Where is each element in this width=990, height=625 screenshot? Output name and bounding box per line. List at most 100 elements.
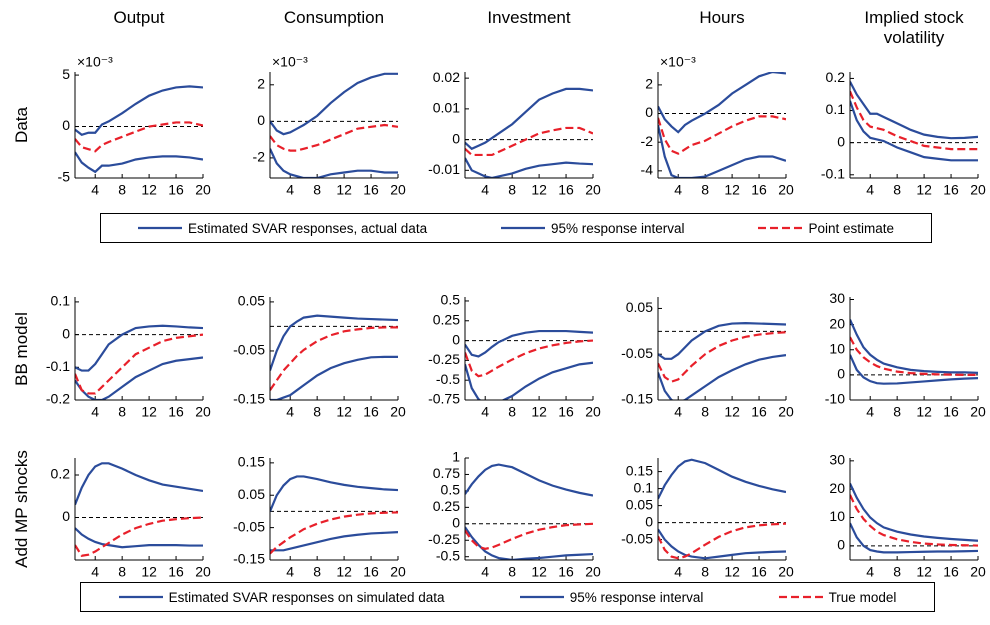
y-tick-label: 30 (829, 290, 845, 306)
subplot: -0.75 -0.5 -0.25 0 0.25 0.5 4 8 12 16 20 (428, 292, 601, 420)
x-tick-label: 12 (916, 182, 932, 198)
legend: Estimated SVAR responses, actual data 95%… (100, 213, 932, 243)
x-tick-label: 8 (313, 564, 321, 580)
y-tick-label: -0.05 (233, 342, 265, 358)
subplot: -10 0 10 20 30 4 8 12 16 20 (825, 290, 986, 419)
x-tick-label: 4 (91, 564, 99, 580)
series-line (850, 522, 978, 554)
x-tick-label: 20 (390, 182, 406, 198)
y-tick-label: -0.15 (233, 391, 265, 407)
series-line (75, 85, 203, 136)
y-tick-label: 0.1 (634, 479, 654, 495)
subplot: -0.1 0 0.1 0.2 4 8 12 16 20 (821, 69, 986, 198)
series-line (465, 329, 593, 358)
series-line (850, 100, 978, 162)
y-tick-label: -0.2 (46, 391, 70, 407)
x-tick-label: 12 (724, 564, 740, 580)
x-tick-label: 8 (118, 182, 126, 198)
x-tick-label: 12 (141, 182, 157, 198)
legend-entry: Point estimate (758, 221, 894, 236)
legend-swatch (519, 595, 564, 599)
x-tick-label: 8 (508, 564, 516, 580)
subplot: -0.15 -0.05 0.05 0.15 4 8 12 16 20 (233, 454, 406, 580)
series-line (465, 526, 593, 560)
x-tick-label: 8 (118, 404, 126, 420)
series-line (850, 319, 978, 374)
legend-swatch (118, 595, 163, 599)
row-label: BB model (12, 311, 31, 386)
y-tick-label: 0 (452, 130, 460, 146)
subplot: -0.15 -0.05 0.05 4 8 12 16 20 (621, 297, 794, 420)
y-tick-label: 0.05 (238, 293, 265, 309)
column-title: Hours (699, 8, 745, 27)
x-tick-label: 12 (916, 404, 932, 420)
x-tick-label: 16 (751, 182, 767, 198)
x-tick-label: 4 (866, 404, 874, 420)
y-tick-label: 0 (452, 515, 460, 531)
y-tick-label: 0.5 (441, 482, 461, 498)
series-line (270, 123, 398, 152)
y-tick-label: 10 (829, 508, 845, 524)
x-tick-label: 8 (118, 564, 126, 580)
legend-label: 95% response interval (550, 220, 685, 236)
x-tick-label: 8 (701, 182, 709, 198)
x-tick-label: 20 (778, 404, 794, 420)
x-tick-label: 16 (943, 182, 959, 198)
series-line (658, 124, 786, 178)
x-tick-label: 16 (168, 564, 184, 580)
x-tick-label: 20 (778, 564, 794, 580)
x-tick-label: 4 (674, 404, 682, 420)
y-tick-label: 0.05 (626, 299, 653, 315)
legend-label: Estimated SVAR responses on simulated da… (168, 589, 445, 605)
series-line (270, 326, 398, 391)
y-tick-label: -0.01 (428, 161, 460, 177)
axis-multiplier: ×10⁻³ (272, 54, 308, 70)
x-tick-label: 16 (363, 404, 379, 420)
legend-entry: Estimated SVAR responses, actual data (137, 220, 428, 236)
x-tick-label: 16 (943, 404, 959, 420)
series-line (658, 528, 786, 560)
x-tick-label: 4 (674, 182, 682, 198)
legend-entry: Estimated SVAR responses on simulated da… (118, 589, 445, 605)
series-line (465, 87, 593, 151)
x-tick-label: 12 (336, 182, 352, 198)
x-tick-label: 20 (778, 182, 794, 198)
series-line (850, 90, 978, 151)
y-tick-label: 0.25 (433, 498, 460, 514)
column-title: Implied stock volatility (864, 8, 964, 47)
y-tick-label: 0.2 (51, 466, 71, 482)
legend-label: Estimated SVAR responses, actual data (187, 220, 428, 236)
x-tick-label: 4 (481, 564, 489, 580)
legend-entry: 95% response interval (519, 590, 703, 605)
legend: Estimated SVAR responses on simulated da… (80, 582, 935, 612)
y-tick-label: -0.15 (621, 391, 653, 407)
series-line (270, 314, 398, 371)
series-line (270, 475, 398, 512)
series-line (465, 339, 593, 378)
x-tick-label: 20 (585, 564, 601, 580)
series-line (658, 72, 786, 134)
subplot: -0.01 0 0.01 0.02 4 8 12 16 20 (428, 69, 601, 198)
x-tick-label: 16 (751, 404, 767, 420)
y-tick-label: 10 (829, 340, 845, 356)
series-line (850, 354, 978, 385)
subplot: 0 10 20 30 4 8 12 16 20 (829, 452, 986, 580)
y-tick-label: 0 (837, 133, 845, 149)
series-line (658, 458, 786, 500)
x-tick-label: 12 (724, 404, 740, 420)
y-tick-label: 0 (645, 104, 653, 120)
x-tick-label: 8 (508, 182, 516, 198)
x-tick-label: 4 (91, 182, 99, 198)
row-label: Add MP shocks (12, 450, 31, 568)
column-title: Output (113, 8, 165, 27)
x-tick-label: 16 (558, 182, 574, 198)
x-tick-label: 20 (585, 404, 601, 420)
y-tick-label: 0 (837, 366, 845, 382)
y-tick-label: -0.05 (621, 530, 653, 546)
series-line (658, 321, 786, 360)
y-tick-label: 20 (829, 480, 845, 496)
